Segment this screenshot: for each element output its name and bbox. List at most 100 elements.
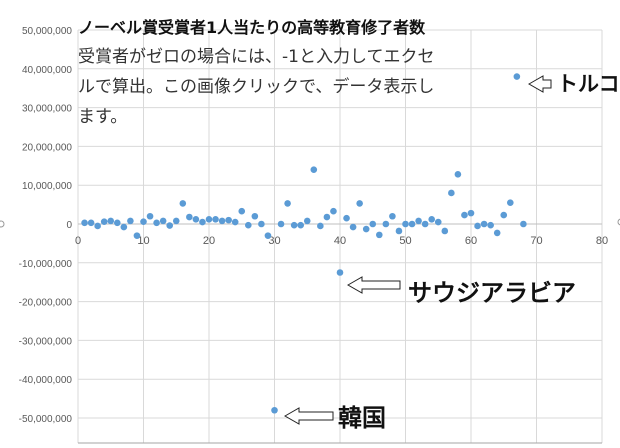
data-point — [382, 220, 390, 228]
data-point — [107, 217, 115, 225]
data-point — [336, 269, 344, 276]
arrow-icon — [346, 276, 401, 294]
data-point — [369, 220, 377, 228]
annotation-korea: 韓国 — [338, 404, 386, 432]
data-point — [225, 216, 232, 224]
x-tick-label: 80 — [596, 235, 608, 247]
data-point — [330, 207, 337, 215]
annotation-saudi-arabia: サウジアラビア — [408, 279, 576, 307]
subtitle-line: ます。 — [78, 107, 128, 127]
data-point — [356, 200, 363, 207]
data-point — [290, 221, 298, 229]
data-point — [146, 212, 154, 220]
data-point — [264, 232, 272, 239]
x-tick-label: 20 — [203, 235, 215, 247]
data-point — [238, 207, 246, 215]
x-tick-label: 0 — [75, 235, 81, 247]
data-point — [310, 166, 318, 173]
data-point — [480, 220, 488, 228]
chart-title: ノーベル賞受賞者1人当たりの高等教育修了者数 — [78, 18, 426, 37]
y-tick-label: 30,000,000 — [22, 104, 72, 115]
data-point — [474, 222, 481, 230]
y-tick-label: -20,000,000 — [19, 298, 73, 309]
data-point — [434, 218, 442, 226]
data-point — [402, 220, 409, 228]
data-point — [251, 212, 259, 220]
y-tick-label: -30,000,000 — [19, 336, 73, 347]
data-point — [179, 200, 187, 207]
data-point — [159, 217, 167, 225]
data-point — [408, 220, 416, 228]
data-point — [395, 227, 403, 235]
y-tick-label: -50,000,000 — [19, 414, 73, 425]
x-tick-label: 70 — [530, 235, 542, 247]
data-point — [81, 219, 88, 227]
data-point — [94, 222, 101, 230]
data-point — [114, 219, 121, 227]
data-point — [284, 200, 291, 207]
data-point — [500, 211, 508, 219]
y-tick-label: 40,000,000 — [22, 65, 72, 76]
data-point — [212, 216, 219, 223]
x-tick-label: 60 — [465, 235, 477, 247]
annotation-turkey: トルコ — [557, 72, 620, 96]
data-point — [343, 214, 350, 222]
data-point — [100, 218, 108, 225]
x-tick-label: 50 — [399, 235, 411, 247]
data-point — [376, 231, 383, 239]
x-tick-label: 30 — [268, 235, 280, 247]
data-point — [428, 216, 436, 223]
data-point — [127, 217, 134, 225]
data-point — [258, 220, 265, 228]
y-tick-label: -10,000,000 — [19, 259, 73, 270]
x-tick-label: 10 — [137, 235, 149, 247]
data-point — [461, 211, 468, 219]
data-point — [441, 227, 449, 235]
x-tick-label: 40 — [334, 235, 346, 247]
data-point — [199, 218, 206, 226]
data-point — [192, 216, 200, 223]
data-point — [415, 217, 422, 225]
arrow-icon — [527, 75, 552, 93]
data-point — [297, 221, 305, 229]
chart-title-overlay: ノーベル賞受賞者1人当たりの高等教育修了者数 受賞者がゼロの場合には、-1と入力… — [78, 14, 478, 132]
y-tick-label: 20,000,000 — [22, 142, 72, 153]
data-point — [277, 220, 285, 228]
data-point — [349, 223, 357, 231]
data-point — [218, 217, 226, 225]
data-point — [153, 219, 160, 227]
data-point — [323, 213, 331, 221]
data-point — [140, 218, 147, 225]
data-point — [448, 189, 455, 197]
data-point — [487, 221, 494, 229]
data-point — [362, 225, 370, 233]
data-point — [513, 73, 521, 80]
data-point — [454, 171, 462, 178]
data-point — [389, 212, 396, 220]
data-point — [467, 209, 475, 217]
data-point — [271, 406, 278, 414]
data-point — [205, 216, 213, 223]
data-point — [421, 220, 429, 228]
y-tick-label: -40,000,000 — [19, 375, 73, 386]
data-point — [493, 229, 501, 237]
data-point — [172, 217, 180, 225]
data-point — [186, 213, 193, 221]
data-point — [507, 199, 514, 206]
y-tick-label: 10,000,000 — [22, 181, 72, 192]
data-point — [317, 222, 324, 230]
data-point — [231, 218, 239, 226]
data-point — [520, 220, 527, 228]
y-tick-label: 50,000,000 — [22, 26, 72, 37]
data-point — [245, 221, 252, 229]
y-tick-label: 0 — [66, 220, 72, 231]
data-point — [166, 222, 173, 229]
arrow-icon — [283, 407, 334, 425]
resize-handle — [0, 220, 5, 228]
subtitle-line: ルで算出。この画像クリックで、データ表示し — [78, 77, 435, 97]
data-point — [87, 219, 95, 227]
data-point — [133, 232, 141, 239]
data-point — [303, 217, 311, 225]
data-point — [120, 223, 128, 231]
